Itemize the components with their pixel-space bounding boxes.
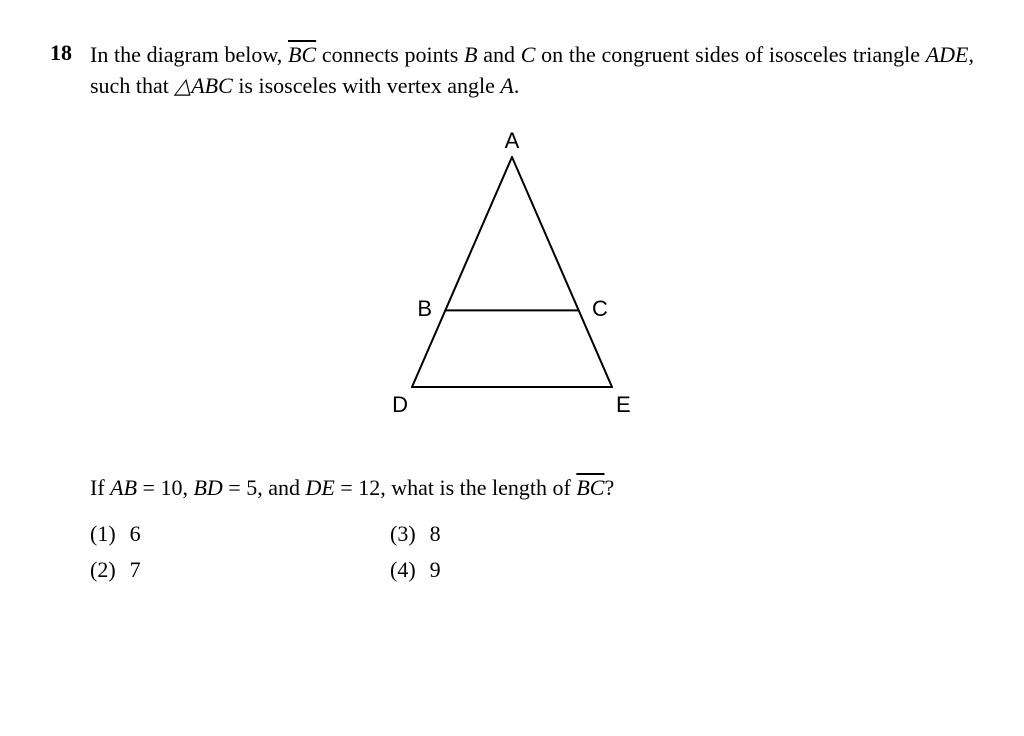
- svg-text:E: E: [616, 392, 631, 417]
- text-part: and: [478, 42, 521, 67]
- choice-number: (1): [90, 521, 116, 547]
- text-part: on the congruent sides of isosceles tria…: [535, 42, 925, 67]
- choice-number: (2): [90, 557, 116, 583]
- choice-3[interactable]: (3) 8: [390, 521, 690, 547]
- choice-value: 8: [430, 521, 441, 547]
- svg-text:C: C: [592, 296, 608, 321]
- answer-choices: (1) 6 (3) 8 (2) 7 (4) 9: [90, 521, 974, 583]
- text-part: = 10,: [137, 475, 193, 500]
- question-text: In the diagram below, BC connects points…: [90, 40, 974, 102]
- choice-value: 9: [430, 557, 441, 583]
- segment-bc-2: BC: [576, 475, 604, 500]
- text-part: connects points: [316, 42, 464, 67]
- choice-2[interactable]: (2) 7: [90, 557, 390, 583]
- text-part: .: [514, 73, 520, 98]
- question-block: 18 In the diagram below, BC connects poi…: [50, 40, 974, 102]
- choice-number: (3): [390, 521, 416, 547]
- question-number: 18: [50, 40, 78, 66]
- var-bd: BD: [193, 475, 222, 500]
- triangle-ade: ADE: [926, 42, 969, 67]
- text-part: In the diagram below,: [90, 42, 288, 67]
- choice-4[interactable]: (4) 9: [390, 557, 690, 583]
- svg-text:A: A: [505, 132, 520, 153]
- text-part: = 12, what is the length of: [335, 475, 577, 500]
- svg-text:B: B: [417, 296, 432, 321]
- text-part: is isosceles with vertex angle: [233, 73, 501, 98]
- followup-text: If AB = 10, BD = 5, and DE = 12, what is…: [90, 473, 974, 504]
- svg-text:D: D: [392, 392, 408, 417]
- text-part: If: [90, 475, 110, 500]
- text-part: = 5, and: [223, 475, 306, 500]
- choice-number: (4): [390, 557, 416, 583]
- triangle-abc: △ABC: [174, 73, 232, 98]
- geometry-diagram: A B C D E: [372, 132, 652, 432]
- point-c: C: [521, 42, 536, 67]
- diagram-container: A B C D E: [50, 132, 974, 438]
- var-de: DE: [305, 475, 334, 500]
- choice-value: 7: [130, 557, 141, 583]
- point-b: B: [464, 42, 477, 67]
- text-part: ?: [604, 475, 614, 500]
- choice-value: 6: [130, 521, 141, 547]
- point-a: A: [500, 73, 513, 98]
- choice-1[interactable]: (1) 6: [90, 521, 390, 547]
- segment-bc: BC: [288, 42, 316, 67]
- var-ab: AB: [110, 475, 137, 500]
